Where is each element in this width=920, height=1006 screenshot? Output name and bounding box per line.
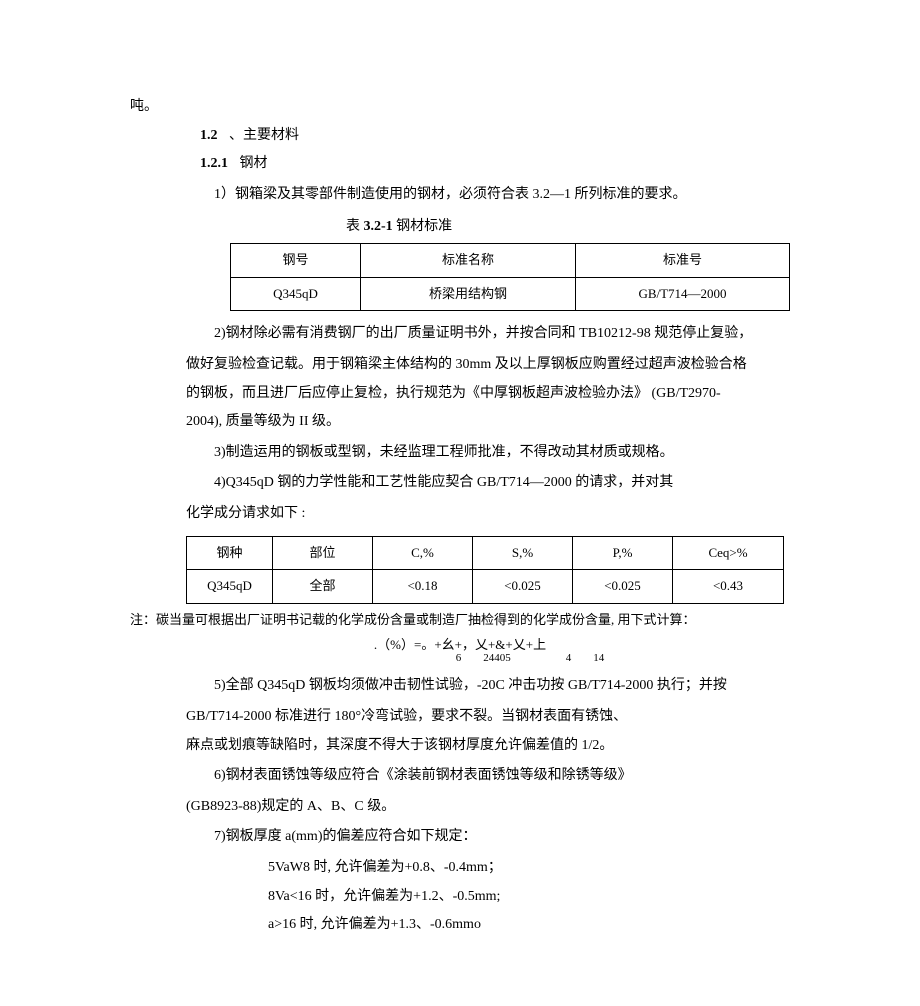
section-1-2: 1.2 、主要材料 (200, 123, 790, 150)
para-1: 1）钢箱梁及其零部件制造使用的钢材，必须符合表 3.2—1 所列标准的要求。 (186, 182, 790, 209)
para-2a: 2)钢材除必需有消费钢厂的出厂质量证明书外，并按合同和 TB10212-98 规… (186, 321, 790, 348)
para-5a: 5)全部 Q345qD 钢板均须做冲击韧性试验，-20C 冲击功按 GB/T71… (186, 673, 790, 700)
th-s: S,% (473, 536, 573, 570)
td-ceq: <0.43 (673, 570, 784, 604)
ceq-note: 注：碳当量可根据出厂证明书记载的化学成份含量或制造厂抽检得到的化学成份含量, 用… (130, 608, 790, 633)
para-7-1: 5VaW8 时, 允许偏差为+0.8、-0.4mm； (268, 855, 790, 882)
para-4a: 4)Q345qD 钢的力学性能和工艺性能应契合 GB/T714—2000 的请求… (186, 470, 790, 497)
para-2c: 的钢板，而且进厂后应停止复检，执行规范为《中厚钢板超声波检验办法》 (GB/T2… (186, 381, 790, 408)
th-steel-code: 钢号 (231, 243, 361, 277)
th-p: P,% (573, 536, 673, 570)
steel-standard-table: 钢号 标准名称 标准号 Q345qD 桥梁用结构钢 GB/T714—2000 (230, 243, 790, 311)
para-5b: GB/T714-2000 标准进行 180°冷弯试验，要求不裂。当钢材表面有锈蚀… (186, 704, 790, 731)
th-std-name: 标准名称 (361, 243, 576, 277)
para-6a: 6)钢材表面锈蚀等级应符合《涂装前钢材表面锈蚀等级和除锈等级》 (186, 763, 790, 790)
sec-num: 1.2 (200, 128, 218, 143)
table-row: 钢号 标准名称 标准号 (231, 243, 790, 277)
td-p: <0.025 (573, 570, 673, 604)
table1-caption: 表 3.2-1 钢材标准 (346, 214, 790, 241)
td-part: 全部 (273, 570, 373, 604)
th-part: 部位 (273, 536, 373, 570)
para-2b: 做好复验检查记载。用于钢箱梁主体结构的 30mm 及以上厚钢板应购置经过超声波检… (186, 352, 790, 379)
sec-title: 、主要材料 (229, 128, 299, 143)
th-c: C,% (373, 536, 473, 570)
chemical-composition-table: 钢种 部位 C,% S,% P,% Ceq>% Q345qD 全部 <0.18 … (186, 536, 784, 604)
td-c: <0.18 (373, 570, 473, 604)
section-1-2-1: 1.2.1 钢材 (200, 151, 790, 178)
th-ceq: Ceq>% (673, 536, 784, 570)
caption-prefix: 表 (346, 219, 364, 234)
td-std-no: GB/T714—2000 (576, 277, 790, 311)
sec-title: 钢材 (240, 156, 268, 171)
para-2d: 2004), 质量等级为 II 级。 (186, 409, 790, 436)
caption-text: 钢材标准 (396, 219, 452, 234)
para-6b: (GB8923-88)规定的 A、B、C 级。 (186, 794, 790, 821)
para-7-3: a>16 时, 允许偏差为+1.3、-0.6mmo (268, 912, 790, 939)
para-4b: 化学成分请求如下 : (186, 501, 790, 528)
th-std-no: 标准号 (576, 243, 790, 277)
th-steel-type: 钢种 (187, 536, 273, 570)
ceq-formula: .（%）=。+幺+，乂+&+乂+上 6 24405 4 14 (130, 637, 790, 666)
para-7-2: 8Va<16 时，允许偏差为+1.2、-0.5mm; (268, 884, 790, 911)
formula-bottom: 6 24405 4 14 (130, 652, 790, 665)
caption-num: 3.2-1 (364, 219, 397, 234)
sec-num: 1.2.1 (200, 156, 228, 171)
table-row: Q345qD 桥梁用结构钢 GB/T714—2000 (231, 277, 790, 311)
formula-top: .（%）=。+幺+，乂+&+乂+上 (130, 637, 790, 653)
para-5c: 麻点或划痕等缺陷时，其深度不得大于该钢材厚度允许偏差值的 1/2。 (186, 733, 790, 760)
td-steel-code: Q345qD (231, 277, 361, 311)
table-row: 钢种 部位 C,% S,% P,% Ceq>% (187, 536, 784, 570)
td-steel-type: Q345qD (187, 570, 273, 604)
para-7: 7)钢板厚度 a(mm)的偏差应符合如下规定： (186, 824, 790, 851)
td-std-name: 桥梁用结构钢 (361, 277, 576, 311)
para-3: 3)制造运用的钢板或型钢，未经监理工程师批准，不得改动其材质或规格。 (186, 440, 790, 467)
line-dun: 吨。 (130, 94, 790, 121)
td-s: <0.025 (473, 570, 573, 604)
document-page: 吨。 1.2 、主要材料 1.2.1 钢材 1）钢箱梁及其零部件制造使用的钢材，… (0, 0, 920, 1001)
table-row: Q345qD 全部 <0.18 <0.025 <0.025 <0.43 (187, 570, 784, 604)
